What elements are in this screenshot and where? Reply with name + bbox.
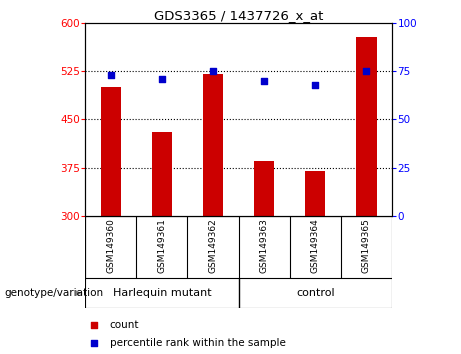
Text: GSM149360: GSM149360 (106, 218, 115, 273)
Text: GSM149361: GSM149361 (157, 218, 166, 273)
Bar (305, 171, 325, 216)
Text: control: control (296, 288, 335, 298)
Point (91, 340, 98, 346)
Point (363, 68, 370, 74)
Point (107, 72, 114, 78)
Text: genotype/variation: genotype/variation (5, 288, 104, 298)
Text: GSM149364: GSM149364 (311, 218, 320, 273)
Point (260, 78, 268, 84)
Bar (152, 132, 172, 216)
Text: percentile rank within the sample: percentile rank within the sample (110, 338, 286, 348)
Bar (100, 87, 121, 216)
Text: Harlequin mutant: Harlequin mutant (112, 288, 211, 298)
Point (312, 82, 319, 87)
Bar (203, 74, 223, 216)
Text: GSM149365: GSM149365 (362, 218, 371, 273)
Point (91, 322, 98, 328)
Bar (356, 37, 377, 216)
Text: GSM149362: GSM149362 (208, 218, 218, 273)
Text: GSM149363: GSM149363 (260, 218, 269, 273)
Point (209, 68, 217, 74)
Bar (254, 161, 274, 216)
Title: GDS3365 / 1437726_x_at: GDS3365 / 1437726_x_at (154, 9, 323, 22)
Point (158, 76, 165, 82)
Text: count: count (110, 320, 139, 330)
